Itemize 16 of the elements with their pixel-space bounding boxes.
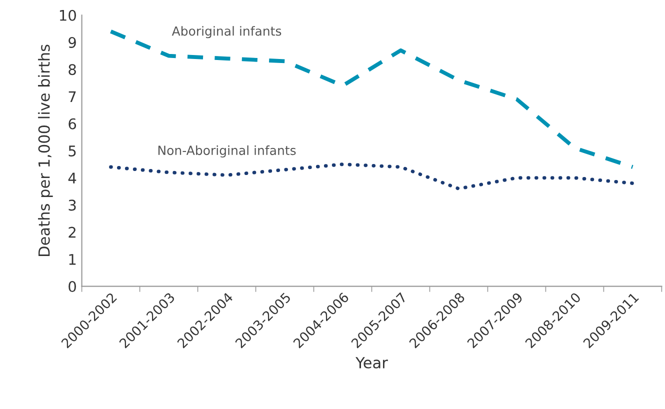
y-tick-label: 0 bbox=[68, 281, 76, 292]
y-tick-label: 3 bbox=[68, 200, 76, 211]
y-tick-label: 9 bbox=[68, 36, 76, 48]
x-axis-title: Year bbox=[356, 357, 388, 368]
y-tick-label: 10 bbox=[60, 10, 76, 21]
y-tick-label: 1 bbox=[69, 254, 76, 265]
y-tick-label: 7 bbox=[68, 91, 76, 102]
y-tick-label: 4 bbox=[68, 172, 76, 184]
series-label: Non-Aboriginal infants bbox=[158, 145, 296, 158]
line-series bbox=[109, 162, 634, 190]
y-tick-label: 2 bbox=[68, 226, 76, 238]
y-tick-label: 8 bbox=[68, 64, 76, 76]
y-axis-title: Deaths per 1,000 live births bbox=[38, 44, 53, 256]
series-label: Aboriginal infants bbox=[172, 26, 282, 38]
y-tick-label: 5 bbox=[68, 146, 76, 156]
y-tick-label: 6 bbox=[68, 118, 76, 130]
